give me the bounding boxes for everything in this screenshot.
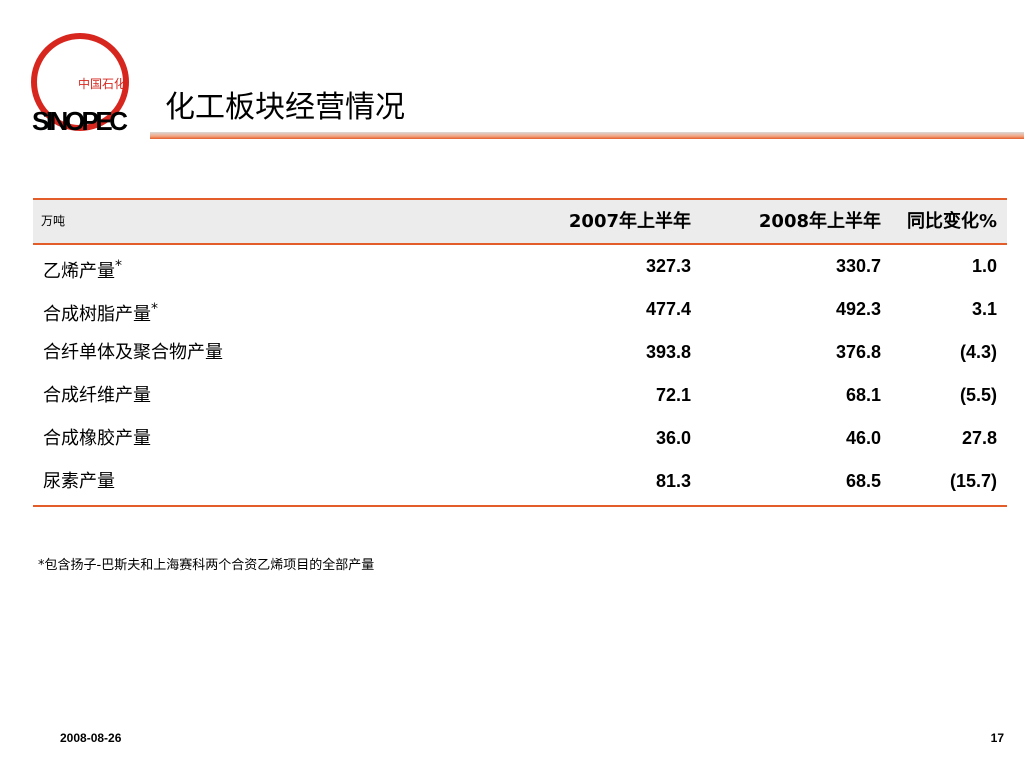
row-label: 合成树脂产量* <box>43 288 158 336</box>
table-row: 乙烯产量* 327.3 330.7 1.0 <box>33 245 1007 288</box>
cell-value: (15.7) <box>949 471 997 491</box>
table-row: 合成树脂产量* 477.4 492.3 3.1 <box>33 288 1007 331</box>
logo-ring <box>31 33 129 131</box>
cell-value: (5.5) <box>959 385 997 405</box>
table-row: 尿素产量 81.3 68.5 (15.7) <box>33 460 1007 503</box>
row-label: 乙烯产量* <box>43 245 122 293</box>
cell-value: 68.5 <box>845 471 881 491</box>
logo-chinese: 中国石化 <box>78 76 126 91</box>
row-label-text: 乙烯产量 <box>43 261 115 282</box>
column-header: 2007年上半年 <box>568 211 691 232</box>
row-label: 尿素产量 <box>43 460 115 503</box>
footer-date: 2008-08-26 <box>60 731 122 745</box>
column-header: 2008年上半年 <box>758 211 881 232</box>
rule <box>33 505 1007 507</box>
cell-value: 3.1 <box>971 299 997 319</box>
cell-value: 46.0 <box>845 428 881 448</box>
note-marker: * <box>151 301 158 317</box>
table-row: 合纤单体及聚合物产量 393.8 376.8 (4.3) <box>33 331 1007 374</box>
cell-value: 1.0 <box>971 256 997 276</box>
title-rule <box>150 132 1024 139</box>
table: 万吨 2007年上半年 2008年上半年 同比变化% 乙烯产量* 327.3 330.7 1.… <box>33 198 1007 507</box>
table-row: 合成纤维产量 72.1 68.1 (5.5) <box>33 374 1007 417</box>
page-number: 17 <box>990 731 1004 745</box>
cell-value: 68.1 <box>845 385 881 405</box>
unit-label: 万吨 <box>41 214 66 228</box>
row-label: 合纤单体及聚合物产量 <box>43 331 223 374</box>
cell-value: 477.4 <box>645 299 691 319</box>
cell-value: 492.3 <box>835 299 881 319</box>
cell-value: (4.3) <box>959 342 997 362</box>
cell-value: 72.1 <box>655 385 691 405</box>
footnote: *包含扬子-巴斯夫和上海赛科两个合资乙烯项目的全部产量 <box>38 558 375 573</box>
slide-title: 化工板块经营情况 <box>165 90 405 125</box>
logo: 中国石化 SINOPEC <box>31 33 129 135</box>
cell-value: 327.3 <box>645 256 691 276</box>
row-label-text: 合成树脂产量 <box>43 304 151 325</box>
row-label-text: 尿素产量 <box>43 471 115 492</box>
cell-value: 393.8 <box>645 342 691 362</box>
cell-value: 376.8 <box>835 342 881 362</box>
note-marker: * <box>115 258 122 274</box>
column-header: 同比变化% <box>906 211 997 232</box>
header-row: 万吨 2007年上半年 2008年上半年 同比变化% <box>33 200 1007 243</box>
rule <box>33 243 1007 245</box>
row-label: 合成纤维产量 <box>43 374 151 417</box>
cell-value: 81.3 <box>655 471 691 491</box>
logo-brand: SINOPEC <box>32 106 128 135</box>
cell-value: 27.8 <box>961 428 997 448</box>
cell-value: 36.0 <box>655 428 691 448</box>
row-label-text: 合纤单体及聚合物产量 <box>43 342 223 363</box>
cell-value: 330.7 <box>835 256 881 276</box>
table-row: 合成橡胶产量 36.0 46.0 27.8 <box>33 417 1007 460</box>
row-label: 合成橡胶产量 <box>43 417 151 460</box>
rule <box>33 198 1007 200</box>
row-label-text: 合成纤维产量 <box>43 385 151 406</box>
row-label-text: 合成橡胶产量 <box>43 428 151 449</box>
